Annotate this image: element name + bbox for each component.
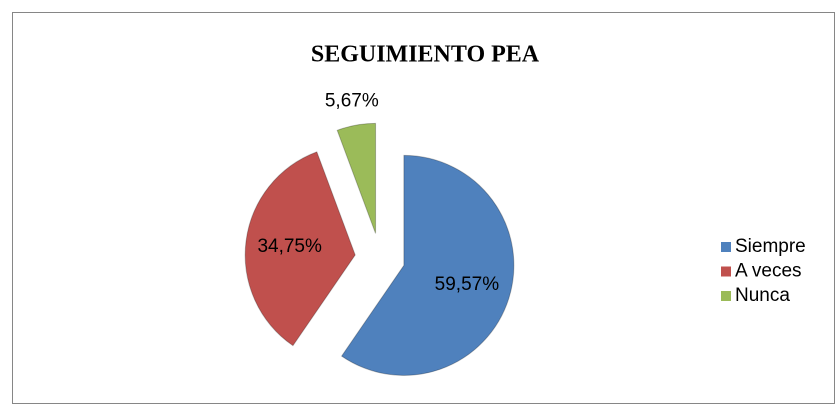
data-label: 5,67%: [325, 90, 379, 111]
legend-swatch: [721, 291, 731, 301]
pie-slice: [340, 154, 515, 376]
data-label: 34,75%: [257, 236, 322, 257]
pie-slice: [244, 151, 356, 347]
legend-label: A veces: [735, 261, 802, 282]
chart-title: SEGUIMIENTO PEA: [311, 42, 540, 68]
data-label: 59,57%: [435, 274, 500, 295]
legend-label: Siempre: [735, 236, 806, 257]
legend-label: Nunca: [735, 285, 790, 306]
legend-swatch: [721, 266, 731, 277]
pie-slice: [336, 122, 377, 234]
legend-swatch: [721, 242, 731, 252]
